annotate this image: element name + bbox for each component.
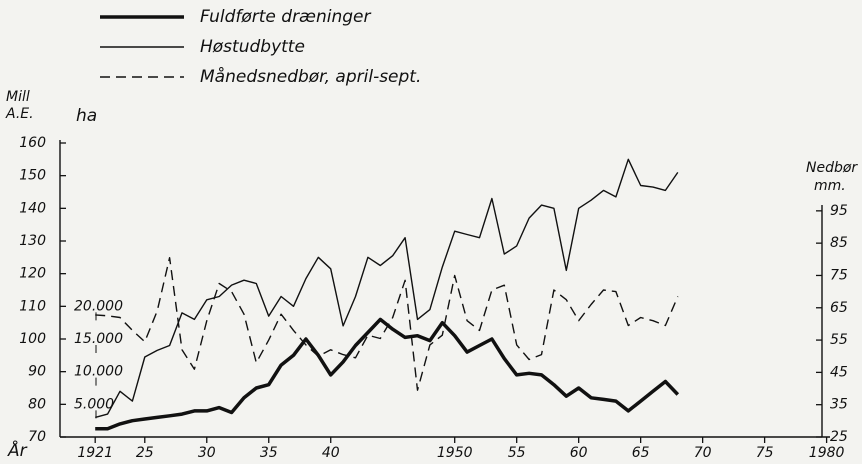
y-tick-label: 100 <box>19 331 46 347</box>
y-tick-label: 90 <box>28 364 46 380</box>
y-tick-label: 70 <box>28 429 46 445</box>
y-tick-label: 130 <box>19 233 46 249</box>
y-axis-label: Mill <box>6 89 30 105</box>
legend-label: Høstudbytte <box>200 37 305 57</box>
x-tick-label: 75 <box>756 445 774 461</box>
y-tick-label: 160 <box>19 135 46 151</box>
y3-axis-label: ha <box>76 106 97 126</box>
x-tick-label: 40 <box>322 445 340 461</box>
y2-axis-label: Nedbør <box>806 160 858 176</box>
series-line <box>95 158 679 419</box>
y2-axis-label: mm. <box>814 178 846 194</box>
y-tick-label: 140 <box>19 200 46 216</box>
x-tick-label: 1950 <box>437 445 473 461</box>
x-axis-label: År <box>7 439 28 461</box>
x-tick-label: 30 <box>198 445 216 461</box>
series-line <box>95 317 680 431</box>
legend-label: Fuldførte dræninger <box>200 7 372 27</box>
y3-tick-label: 15.000 <box>74 331 123 347</box>
y-tick-label: 110 <box>19 298 46 314</box>
y2-tick-label: 45 <box>830 364 848 380</box>
y2-tick-label: 85 <box>830 235 848 251</box>
y-tick-label: 80 <box>28 396 46 412</box>
x-tick-label: 55 <box>508 445 526 461</box>
y3-tick-label: 20.000 <box>74 298 123 314</box>
y-tick-label: 120 <box>19 266 46 282</box>
y2-tick-label: 35 <box>830 397 848 413</box>
y3-tick-label: 10.000 <box>74 364 123 380</box>
x-tick-label: 60 <box>570 445 588 461</box>
series-line <box>95 257 679 391</box>
x-tick-label: 35 <box>260 445 278 461</box>
x-tick-label: 70 <box>694 445 712 461</box>
y-axis-label: A.E. <box>5 106 34 122</box>
y2-tick-label: 25 <box>830 429 848 445</box>
legend-label: Månedsnedbør, april-sept. <box>200 66 421 87</box>
x-tick-label: 65 <box>632 445 650 461</box>
x-tick-label: 1921 <box>77 445 113 461</box>
y-tick-label: 150 <box>19 168 46 184</box>
y2-tick-label: 95 <box>830 203 848 219</box>
y3-tick-label: 5.000 <box>74 396 114 412</box>
x-tick-label: 1980 <box>809 445 845 461</box>
y2-tick-label: 75 <box>830 267 848 283</box>
x-tick-label: 25 <box>136 445 154 461</box>
y2-tick-label: 55 <box>830 332 848 348</box>
y2-tick-label: 65 <box>830 300 848 316</box>
